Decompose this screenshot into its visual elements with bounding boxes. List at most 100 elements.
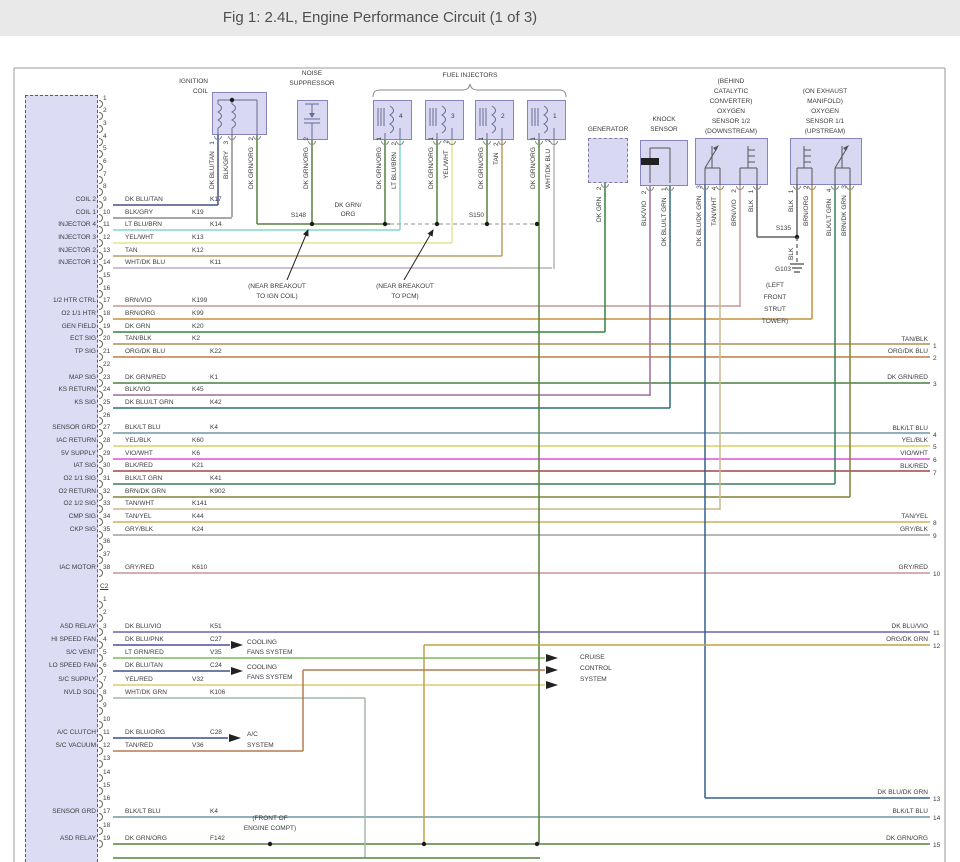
c1-pin-number: 29 [103,450,111,457]
c1-pin-number: 24 [103,386,111,393]
c2-pin-name: LO SPEED FAN [49,662,96,669]
c2-pin-number: 12 [103,742,111,749]
c1-wire-color-label: BLK/LT BLU [125,424,161,431]
c1-pin-name: CKP SIG [69,526,96,533]
c1-wire-color-label: DK BLU/LT GRN [125,399,174,406]
c1-pin-number: 20 [103,335,111,342]
wire-color-label-vertical: BLK/LT GRN 4 [826,188,833,236]
wire-color-label-vertical: DK GRN 2 [596,186,603,222]
c1-pin-number: 38 [103,564,111,571]
c1-pin-number: 8 [103,183,107,190]
wire-color-label-vertical: BLK 1 [788,189,795,212]
splice-label-s148: S148 [290,212,306,219]
cooling-fans-system-label: COOLING [247,639,277,646]
edge-ref-number: 15 [933,842,941,849]
c1-circuit-label: K1 [210,374,218,381]
c1-pin-name: CMP SIG [68,513,96,520]
c1-pin-name: COIL 2 [75,196,96,203]
edge-wire-color-label: DK GRN/ORG [886,835,928,842]
wire-breakout-mark [228,136,236,140]
c2-wire-color-label: BLK/LT BLU [125,808,161,815]
edge-ref-number: 4 [933,432,937,439]
c1-wire-color-label: BRN/ORG [125,310,156,317]
c1-pin-name: IAC RETURN [56,437,96,444]
c2-wire-color-label: DK BLU/TAN [125,662,163,669]
ac-system-label: SYSTEM [247,742,274,749]
c1-circuit-label: K24 [192,526,204,533]
edge-wire-color-label: ORG/DK BLU [887,348,928,355]
c1-wire-color-label: BLK/LT GRN [125,475,163,482]
component-box [588,138,628,183]
ground-location-label: TOWER) [761,318,789,325]
component-label: (BEHIND [717,78,745,85]
wire-color-label-vertical: DK GRN/ORG 1 [530,136,537,189]
c2-circuit-label: V36 [192,742,204,749]
c1-pin-name: INJECTOR 1 [58,259,96,266]
note-front-of-engine-compt: ENGINE COMPT) [243,825,297,832]
wire-color-label-vertical: BRN/VIO 2 [731,189,738,226]
c1-wire-color-label: YEL/WHT [125,234,154,241]
c1-pin-name: TP SIG [74,348,96,355]
c1-pin-name: KS RETURN [58,386,96,393]
c1-wire-color-label: ORG/DK BLU [125,348,166,355]
cruise-control-system-label: CONTROL [580,665,612,672]
c2-wire-color-label: DK BLU/ORG [125,729,166,736]
wire-color-label-vertical: DK GRN/ORG 1 [376,136,383,189]
c2-circuit-label: K51 [210,623,222,630]
wire-color-label-vertical: BLK/GRY 3 [223,140,230,179]
component-label: OXYGEN [811,108,839,115]
c2-pin-number: 15 [103,782,111,789]
c1-pin-number: 7 [103,171,107,178]
c1-wire-color-label: TAN/WHT [125,500,155,507]
component-box [790,138,862,185]
component-label: CONVERTER) [709,98,753,105]
c1-circuit-label: K99 [192,310,204,317]
component-box [640,140,688,186]
wire-breakout-mark [214,136,222,140]
c1-circuit-label: K2 [192,335,200,342]
c2-wire-color-label: DK BLU/PNK [125,636,164,643]
note-near-breakout-pcm: TO PCM) [391,293,419,300]
c1-pin-number: 11 [103,221,110,228]
c1-circuit-label: K41 [210,475,222,482]
cruise-control-system-label: CRUISE [580,654,605,661]
component-box [695,138,768,185]
c1-wire-color-label: TAN/BLK [125,335,152,342]
edge-wire-color-label: VIO/WHT [900,450,928,457]
c2-pin-number: 19 [103,835,111,842]
c1-pin-number: 1 [103,95,107,102]
c2-pin-number: 17 [103,808,111,815]
c1-pin-name: MAP SIG [69,374,96,381]
c1-pin-number: 9 [103,196,107,203]
c1-pin-number: 31 [103,475,111,482]
c2-circuit-label: C24 [210,662,222,669]
c1-pin-name: O2 1/1 SIG [63,475,96,482]
c1-wire-color-label: BLK/GRY [125,209,154,216]
c1-pin-name: COIL 1 [75,209,96,216]
c2-pin-number: 7 [103,676,107,683]
edge-ref-number: 3 [933,381,937,388]
c1-wire-color-label: WHT/DK BLU [125,259,166,266]
c1-pin-number: 10 [103,209,111,216]
c1-pin-number: 32 [103,488,111,495]
c2-pin-number: 11 [103,729,110,736]
bus-wire-color-label: ORG [340,211,356,218]
c2-pin-name: ASD RELAY [59,835,96,842]
wire-color-label-vertical: DK BLU/TAN 1 [209,141,216,189]
c1-wire-color-label: BLK/VIO [125,386,151,393]
cruise-control-system-label: SYSTEM [580,676,607,683]
edge-ref-number: 7 [933,470,937,477]
component-label: CATALYTIC [713,88,749,95]
c1-wire-color-label: BLK/RED [125,462,153,469]
c1-circuit-label: K17 [210,196,222,203]
c2-pin-number: 6 [103,662,107,669]
c2-pin-number: 9 [103,702,107,709]
edge-wire-color-label: DK GRN/RED [887,374,928,381]
c1-pin-number: 36 [103,538,111,545]
injector-number: 4 [399,113,403,120]
bus-wire-color-label: DK GRN/ [334,202,362,209]
edge-wire-color-label: YEL/BLK [901,437,928,444]
c1-wire-color-label: GRY/RED [125,564,155,571]
c1-pin-name: IAT SIG [73,462,96,469]
